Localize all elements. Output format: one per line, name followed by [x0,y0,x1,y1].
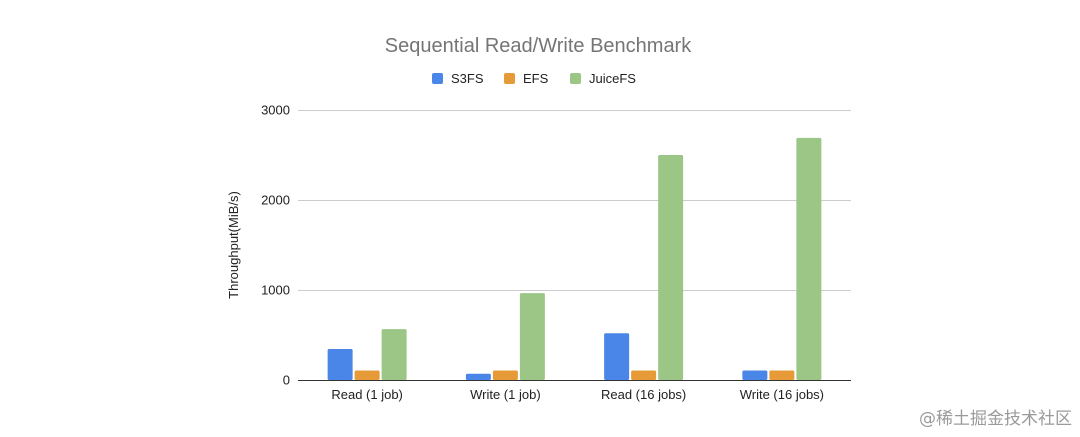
bar-efs-2 [631,370,657,380]
y-tick-label: 1000 [261,283,290,298]
y-tick-label: 2000 [261,193,290,208]
legend-label-efs: EFS [523,71,549,86]
bar-s3fs-1 [465,373,491,380]
legend: S3FS EFS JuiceFS [432,71,636,86]
y-tick-label: 3000 [261,103,290,118]
y-axis-title: Throughput(MiB/s) [226,191,241,299]
watermark: @稀土掘金技术社区 [919,409,1072,429]
legend-swatch-efs [504,73,515,84]
bar-juicefs-2 [658,155,684,380]
x-tick-label: Write (16 jobs) [740,387,824,402]
x-tick-label: Write (1 job) [470,387,541,402]
bar-s3fs-3 [742,370,768,380]
chart-title: Sequential Read/Write Benchmark [385,35,692,57]
bar-efs-1 [492,370,518,380]
x-tick-label: Read (1 job) [331,387,403,402]
bar-efs-0 [354,370,380,380]
y-tick-label: 0 [283,373,290,388]
bar-s3fs-2 [604,333,630,380]
legend-label-s3fs: S3FS [451,71,484,86]
bar-juicefs-1 [519,293,545,380]
legend-swatch-juicefs [570,73,581,84]
bar-juicefs-0 [381,329,407,380]
y-axis-ticks: 0 1000 2000 3000 [261,103,290,388]
legend-swatch-s3fs [432,73,443,84]
gridlines [298,110,851,291]
x-axis-ticks: Read (1 job) Write (1 job) Read (16 jobs) W… [331,387,824,402]
bar-efs-3 [769,370,795,380]
x-tick-label: Read (16 jobs) [601,387,686,402]
bar-juicefs-3 [796,137,822,380]
bars [327,137,822,380]
bar-s3fs-0 [327,348,353,380]
legend-label-juicefs: JuiceFS [589,71,636,86]
